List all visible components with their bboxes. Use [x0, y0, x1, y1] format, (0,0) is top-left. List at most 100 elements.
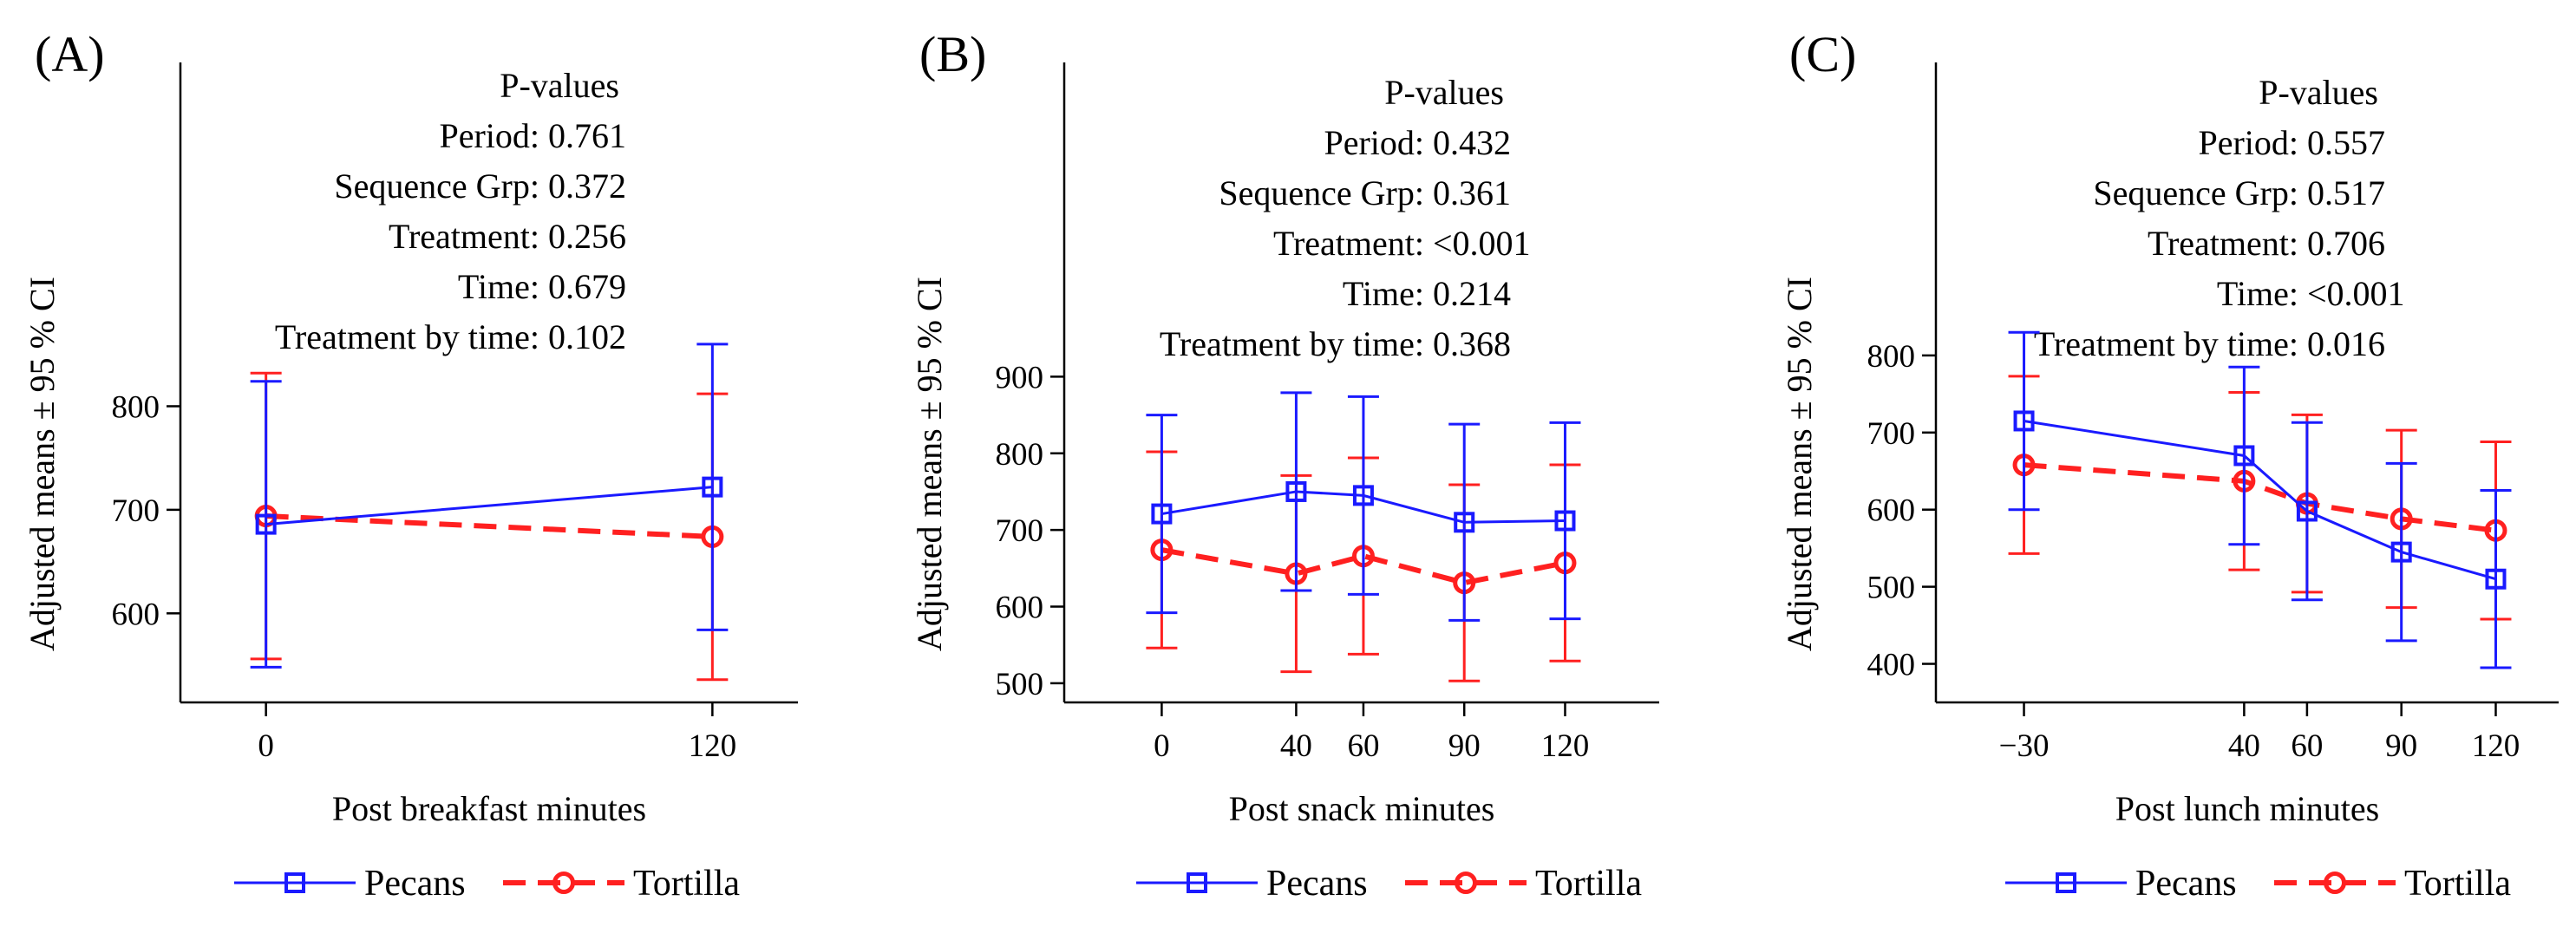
pecans-point [1285, 480, 1307, 502]
legend-pecans-label: Pecans [2135, 864, 2237, 904]
x-tick-label: 90 [2385, 728, 2417, 764]
y-tick-label: 400 [1867, 648, 1916, 683]
y-tick-label: 800 [996, 437, 1044, 473]
x-tick-label: 0 [258, 728, 274, 764]
legend: Pecans Tortilla [234, 864, 740, 904]
stat-label: Treatment: [389, 217, 539, 256]
legend-tortilla-marker [2324, 872, 2346, 894]
pecans-point [2390, 541, 2412, 563]
pecans-point [1554, 510, 1576, 532]
stat-label: Period: [1324, 123, 1424, 162]
stat-label: Period: [2198, 123, 2298, 162]
stat-label: Period: [439, 116, 539, 155]
panel-b: (B) 500 600 700 800 900 0 40 60 90 120 Post snack m… [910, 26, 1659, 904]
pecans-line [265, 486, 713, 526]
legend-pecans-label: Pecans [364, 864, 466, 904]
stat-value: 0.517 [2307, 173, 2385, 212]
x-tick-label: 90 [1448, 728, 1481, 764]
stat-value: 0.679 [548, 267, 626, 306]
y-axis-title: Adjusted means ± 95 % CI [1780, 277, 1819, 651]
y-tick-label: 800 [112, 389, 160, 425]
stat-label: Time: [458, 267, 539, 306]
x-tick-label: 40 [1280, 728, 1312, 764]
x-tick-label: 0 [1154, 728, 1170, 764]
stat-value: 0.557 [2307, 123, 2385, 162]
y-tick-label: 800 [1867, 339, 1916, 375]
tortilla-line [265, 513, 713, 539]
x-tick-label: 60 [2291, 728, 2323, 764]
x-axis-title: Post breakfast minutes [332, 789, 646, 828]
x-axis-title: Post snack minutes [1229, 789, 1495, 828]
stat-label: Treatment by time: [2034, 324, 2298, 363]
stats-header: P-values [2259, 73, 2378, 112]
stat-value: 0.432 [1433, 123, 1511, 162]
x-tick-label: −30 [1999, 728, 2050, 764]
pecans-line [2024, 419, 2496, 581]
legend-pecans-label: Pecans [1266, 864, 1368, 904]
y-tick-label: 600 [112, 597, 160, 632]
x-tick-label: 120 [689, 728, 737, 764]
stat-value: 0.372 [548, 166, 626, 206]
y-tick-label: 700 [1867, 416, 1916, 452]
stat-label: Sequence Grp: [1219, 173, 1424, 212]
pecans-point [2233, 445, 2255, 467]
pecans-line [1161, 490, 1566, 524]
stat-value: <0.001 [2307, 274, 2405, 313]
y-axis-title: Adjusted means ± 95 % CI [910, 277, 949, 651]
stat-value: 0.761 [548, 116, 626, 155]
legend-pecans-marker [2056, 872, 2076, 893]
x-tick-label: 60 [1347, 728, 1379, 764]
panel-label: (B) [919, 26, 986, 82]
stat-label: Time: [1343, 274, 1424, 313]
tortilla-line [1161, 547, 1566, 586]
stat-label: Treatment by time: [1160, 324, 1424, 363]
pecans-point [2296, 500, 2318, 522]
stat-value: 0.368 [1433, 324, 1511, 363]
legend-pecans-marker [284, 872, 305, 893]
stat-value: <0.001 [1433, 224, 1531, 263]
x-tick-label: 120 [1541, 728, 1590, 764]
stat-value: 0.361 [1433, 173, 1511, 212]
legend-tortilla-marker [552, 872, 575, 894]
tortilla-line [2024, 462, 2496, 533]
y-tick-label: 600 [1867, 493, 1916, 529]
y-tick-label: 700 [996, 513, 1044, 549]
pecans-point [2485, 568, 2507, 590]
pecans-point [2013, 410, 2035, 432]
pecans-point [1352, 485, 1374, 506]
x-tick-label: 120 [2472, 728, 2520, 764]
stat-value: 0.016 [2307, 324, 2385, 363]
stat-value: 0.102 [548, 317, 626, 356]
stat-value: 0.214 [1433, 274, 1511, 313]
legend-pecans-marker [1187, 872, 1207, 893]
stat-label: Treatment: [1273, 224, 1424, 263]
stat-label: Treatment: [2148, 224, 2298, 263]
pecans-point [1151, 503, 1173, 525]
legend: Pecans Tortilla [1136, 864, 1642, 904]
stats-header: P-values [500, 66, 619, 105]
legend-tortilla-marker [1455, 872, 1477, 894]
y-tick-label: 900 [996, 360, 1044, 395]
y-tick-label: 500 [1867, 571, 1916, 606]
x-axis-title: Post lunch minutes [2115, 789, 2379, 828]
legend-tortilla-label: Tortilla [633, 864, 740, 904]
pecans-point [1454, 512, 1475, 533]
stat-value: 0.706 [2307, 224, 2385, 263]
panel-label: (A) [35, 26, 105, 82]
y-tick-label: 700 [112, 493, 160, 529]
pecans-point [255, 513, 277, 535]
legend-tortilla-label: Tortilla [2404, 864, 2511, 904]
stat-label: Sequence Grp: [334, 166, 539, 206]
pecans-point [702, 476, 723, 498]
y-axis-title: Adjusted means ± 95 % CI [23, 277, 62, 651]
panel-c: (C) 400 500 600 700 800 −30 40 60 90 120 Post lunch… [1780, 26, 2559, 904]
y-tick-label: 600 [996, 591, 1044, 626]
legend-tortilla-label: Tortilla [1535, 864, 1642, 904]
stat-label: Treatment by time: [275, 317, 539, 356]
panel-label: (C) [1789, 26, 1856, 82]
y-tick-label: 500 [996, 667, 1044, 702]
panel-a: (A) 600 700 800 0 120 Post breakfast minutes Ad… [23, 26, 798, 904]
x-tick-label: 40 [2228, 728, 2260, 764]
stat-label: Sequence Grp: [2093, 173, 2298, 212]
